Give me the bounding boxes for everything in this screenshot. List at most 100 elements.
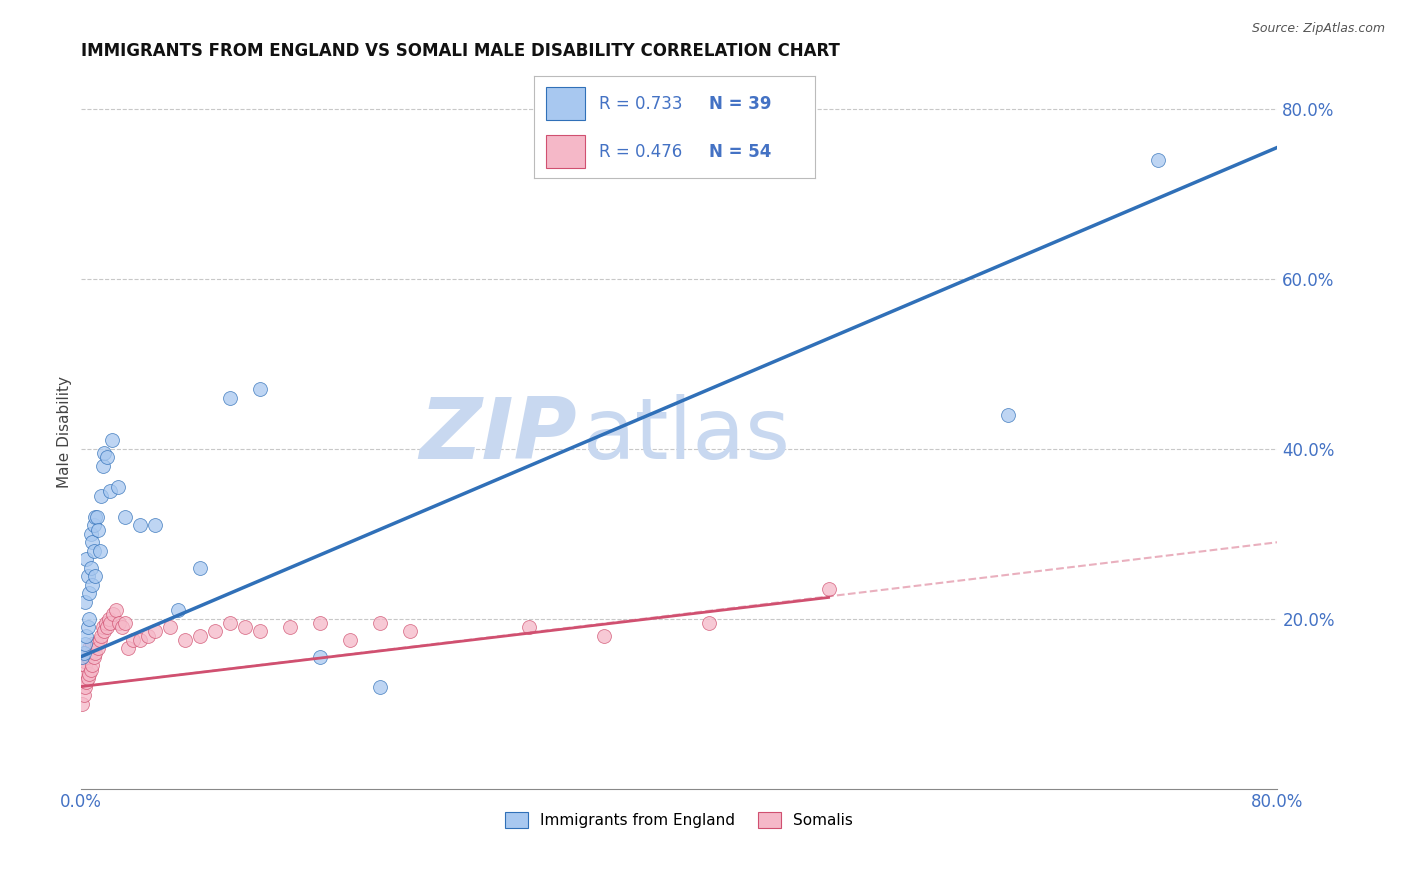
Point — [82, 658, 104, 673]
Point — [129, 518, 152, 533]
Point — [84, 646, 107, 660]
Point — [398, 624, 420, 639]
Point — [1146, 153, 1168, 168]
Point — [79, 612, 101, 626]
Point — [368, 615, 391, 630]
Text: ZIP: ZIP — [419, 394, 578, 477]
Text: R = 0.733: R = 0.733 — [599, 95, 682, 112]
Text: Source: ZipAtlas.com: Source: ZipAtlas.com — [1251, 22, 1385, 36]
Point — [79, 666, 101, 681]
Point — [697, 615, 720, 630]
Point — [817, 582, 839, 596]
Bar — [546, 87, 585, 120]
Point — [83, 649, 105, 664]
Point — [339, 632, 361, 647]
Point — [70, 671, 93, 685]
Point — [309, 649, 332, 664]
Point — [107, 480, 129, 494]
Point — [93, 446, 115, 460]
Point — [80, 663, 103, 677]
Point — [204, 624, 226, 639]
Point — [84, 509, 107, 524]
Point — [166, 603, 188, 617]
Point — [89, 632, 111, 647]
Point — [117, 641, 139, 656]
Point — [233, 620, 256, 634]
Point — [73, 658, 96, 673]
Point — [79, 641, 101, 656]
Y-axis label: Male Disability: Male Disability — [58, 376, 72, 488]
Point — [83, 543, 105, 558]
Point — [76, 646, 98, 660]
Point — [86, 637, 108, 651]
Point — [82, 535, 104, 549]
Point — [249, 624, 271, 639]
Point — [309, 615, 332, 630]
Point — [70, 649, 93, 664]
Point — [83, 518, 105, 533]
Point — [94, 615, 117, 630]
Point — [79, 586, 101, 600]
Point — [174, 632, 197, 647]
Point — [72, 646, 94, 660]
Text: N = 54: N = 54 — [709, 143, 770, 161]
Point — [114, 615, 136, 630]
Point — [80, 526, 103, 541]
Point — [93, 624, 115, 639]
Point — [77, 649, 100, 664]
Point — [103, 607, 125, 622]
Point — [143, 518, 166, 533]
Point — [80, 560, 103, 574]
Point — [77, 569, 100, 583]
Point — [278, 620, 301, 634]
Point — [368, 680, 391, 694]
Point — [997, 408, 1019, 422]
Point — [96, 620, 118, 634]
Point — [249, 383, 271, 397]
Point — [77, 620, 100, 634]
Point — [82, 637, 104, 651]
Point — [82, 578, 104, 592]
Point — [86, 509, 108, 524]
Point — [188, 560, 211, 574]
Point — [122, 632, 145, 647]
Point — [91, 458, 114, 473]
Point — [70, 697, 93, 711]
Point — [219, 391, 242, 405]
Point — [101, 434, 124, 448]
Point — [593, 629, 616, 643]
Point — [89, 543, 111, 558]
Point — [87, 641, 110, 656]
Point — [100, 484, 122, 499]
Point — [72, 654, 94, 668]
Point — [219, 615, 242, 630]
Point — [90, 489, 112, 503]
Point — [73, 680, 96, 694]
Text: R = 0.476: R = 0.476 — [599, 143, 682, 161]
Point — [159, 620, 181, 634]
Point — [80, 646, 103, 660]
Legend: Immigrants from England, Somalis: Immigrants from England, Somalis — [499, 806, 859, 834]
Point — [108, 615, 131, 630]
Point — [96, 450, 118, 465]
Point — [90, 629, 112, 643]
Point — [77, 671, 100, 685]
Point — [105, 603, 128, 617]
Point — [114, 509, 136, 524]
Point — [72, 688, 94, 702]
Point — [111, 620, 134, 634]
Bar — [546, 136, 585, 168]
Point — [76, 629, 98, 643]
Point — [517, 620, 540, 634]
Point — [87, 523, 110, 537]
Point — [129, 632, 152, 647]
Point — [97, 612, 120, 626]
Point — [100, 615, 122, 630]
Point — [73, 637, 96, 651]
Point — [76, 552, 98, 566]
Point — [136, 629, 159, 643]
Point — [73, 595, 96, 609]
Text: N = 39: N = 39 — [709, 95, 770, 112]
Point — [91, 620, 114, 634]
Text: atlas: atlas — [583, 394, 792, 477]
